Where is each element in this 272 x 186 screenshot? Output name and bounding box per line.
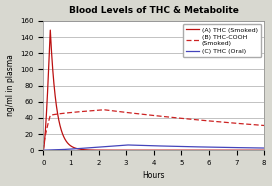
Y-axis label: ng/ml in plasma: ng/ml in plasma [5, 54, 15, 116]
Legend: (A) THC (Smoked), (B) THC-COOH
(Smoked), (C) THC (Oral): (A) THC (Smoked), (B) THC-COOH (Smoked),… [183, 24, 261, 57]
Title: Blood Levels of THC & Metabolite: Blood Levels of THC & Metabolite [69, 6, 239, 15]
X-axis label: Hours: Hours [143, 171, 165, 180]
